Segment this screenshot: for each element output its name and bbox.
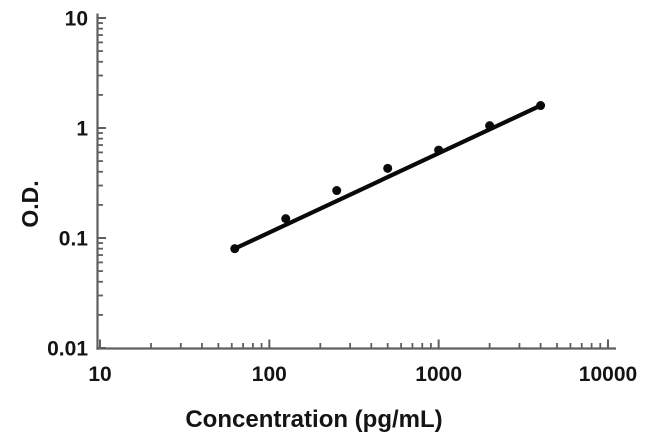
data-point-marker (434, 145, 444, 155)
data-point-marker (332, 186, 342, 196)
data-point-marker (383, 163, 393, 173)
x-axis (96, 339, 616, 350)
y-tick-label: 0.01 (47, 338, 88, 361)
x-tick-label: 1000 (415, 363, 462, 386)
y-tick-labels: 0.01 0.1 1 10 (47, 8, 88, 361)
data-point-marker (281, 214, 291, 224)
data-point-marker (536, 101, 546, 111)
x-tick-labels: 10 100 1000 10000 (88, 363, 637, 386)
standard-curve-series (230, 101, 546, 254)
x-tick-label: 10 (88, 363, 111, 386)
y-tick-label: 0.1 (59, 228, 89, 251)
data-point-marker (230, 244, 240, 254)
x-tick-label: 100 (252, 363, 287, 386)
trend-line (232, 103, 543, 251)
x-axis-title: Concentration (pg/mL) (185, 406, 442, 433)
data-point-marker (485, 121, 495, 131)
y-tick-label: 10 (65, 8, 88, 31)
x-tick-label: 10000 (579, 363, 637, 386)
y-axis (96, 13, 106, 350)
y-tick-label: 1 (76, 118, 88, 141)
y-axis-title: O.D. (17, 180, 43, 227)
